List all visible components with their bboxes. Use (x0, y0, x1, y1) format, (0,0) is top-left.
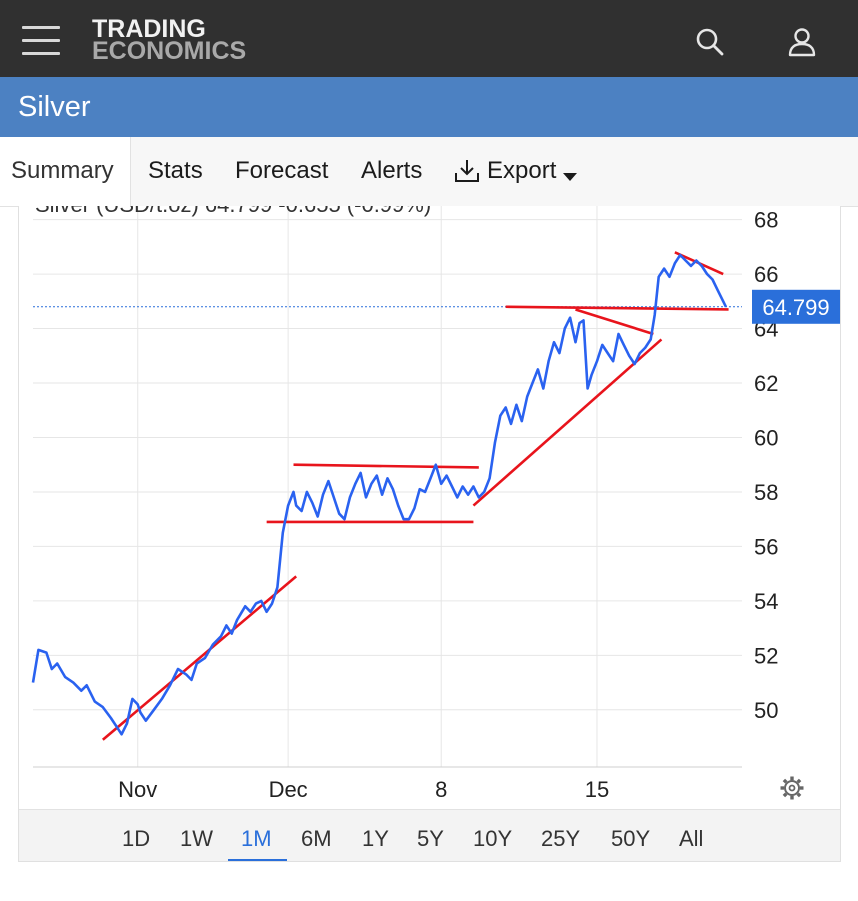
search-icon[interactable] (694, 26, 726, 58)
y-tick-label: 58 (754, 480, 778, 505)
tab-alerts[interactable]: Alerts (361, 157, 423, 184)
x-tick-label: 15 (585, 777, 609, 802)
logo-line2: ECONOMICS (92, 37, 247, 65)
range-25y[interactable]: 25Y (541, 826, 581, 851)
y-tick-label: 60 (754, 425, 778, 450)
range-10y[interactable]: 10Y (473, 826, 513, 851)
series-line (31, 253, 728, 736)
x-tick-label: Dec (269, 777, 308, 802)
y-tick-label: 50 (754, 698, 778, 723)
page-title: Silver (18, 91, 91, 123)
trendline (505, 305, 729, 311)
tab-active-bg (0, 137, 131, 206)
user-icon[interactable] (786, 26, 818, 58)
trendline (293, 463, 479, 469)
range-1y[interactable]: 1Y (362, 826, 389, 851)
trendline (575, 308, 654, 336)
tab-forecast[interactable]: Forecast (235, 157, 329, 184)
title-bar: Silver (0, 77, 858, 137)
menu-icon[interactable] (22, 26, 60, 56)
y-tick-label: 56 (754, 534, 778, 559)
tab-bar: Summary Stats Forecast Alerts Export (0, 137, 858, 207)
chart-legend: Silver (USD/t.oz) 64.799 -0.655 (-0.99%) (35, 206, 431, 217)
range-selector: 1D 1W 1M 6M 1Y 5Y 10Y 25Y 50Y All (19, 809, 840, 861)
y-tick-label: 52 (754, 643, 778, 668)
logo[interactable]: TRADING ECONOMICS (92, 15, 247, 65)
settings-gear-icon[interactable] (780, 776, 804, 800)
logo-line1: TRADING (92, 15, 206, 43)
y-tick-label: 66 (754, 262, 778, 287)
range-active-indicator (228, 859, 287, 861)
download-icon (453, 158, 481, 189)
tab-summary[interactable]: Summary (11, 157, 114, 184)
range-6m[interactable]: 6M (301, 826, 332, 851)
range-5y[interactable]: 5Y (417, 826, 444, 851)
range-1d[interactable]: 1D (122, 826, 151, 851)
range-50y[interactable]: 50Y (611, 826, 651, 851)
tab-export[interactable]: Export (487, 157, 557, 184)
y-tick-label: 62 (754, 371, 778, 396)
range-1w[interactable]: 1W (180, 826, 213, 851)
y-tick-label: 54 (754, 589, 778, 614)
range-all[interactable]: All (679, 826, 704, 851)
x-tick-label: Nov (118, 777, 157, 802)
last-value-badge (752, 289, 840, 324)
range-1m[interactable]: 1M (241, 826, 272, 851)
caret-down-icon[interactable] (563, 168, 577, 186)
y-tick-label: 68 (754, 208, 778, 233)
x-tick-label: 8 (435, 777, 447, 802)
last-value-text: 64.799 (762, 295, 829, 320)
trendline (472, 338, 663, 507)
top-bar: TRADING ECONOMICS (0, 0, 858, 77)
tab-stats[interactable]: Stats (148, 157, 203, 184)
